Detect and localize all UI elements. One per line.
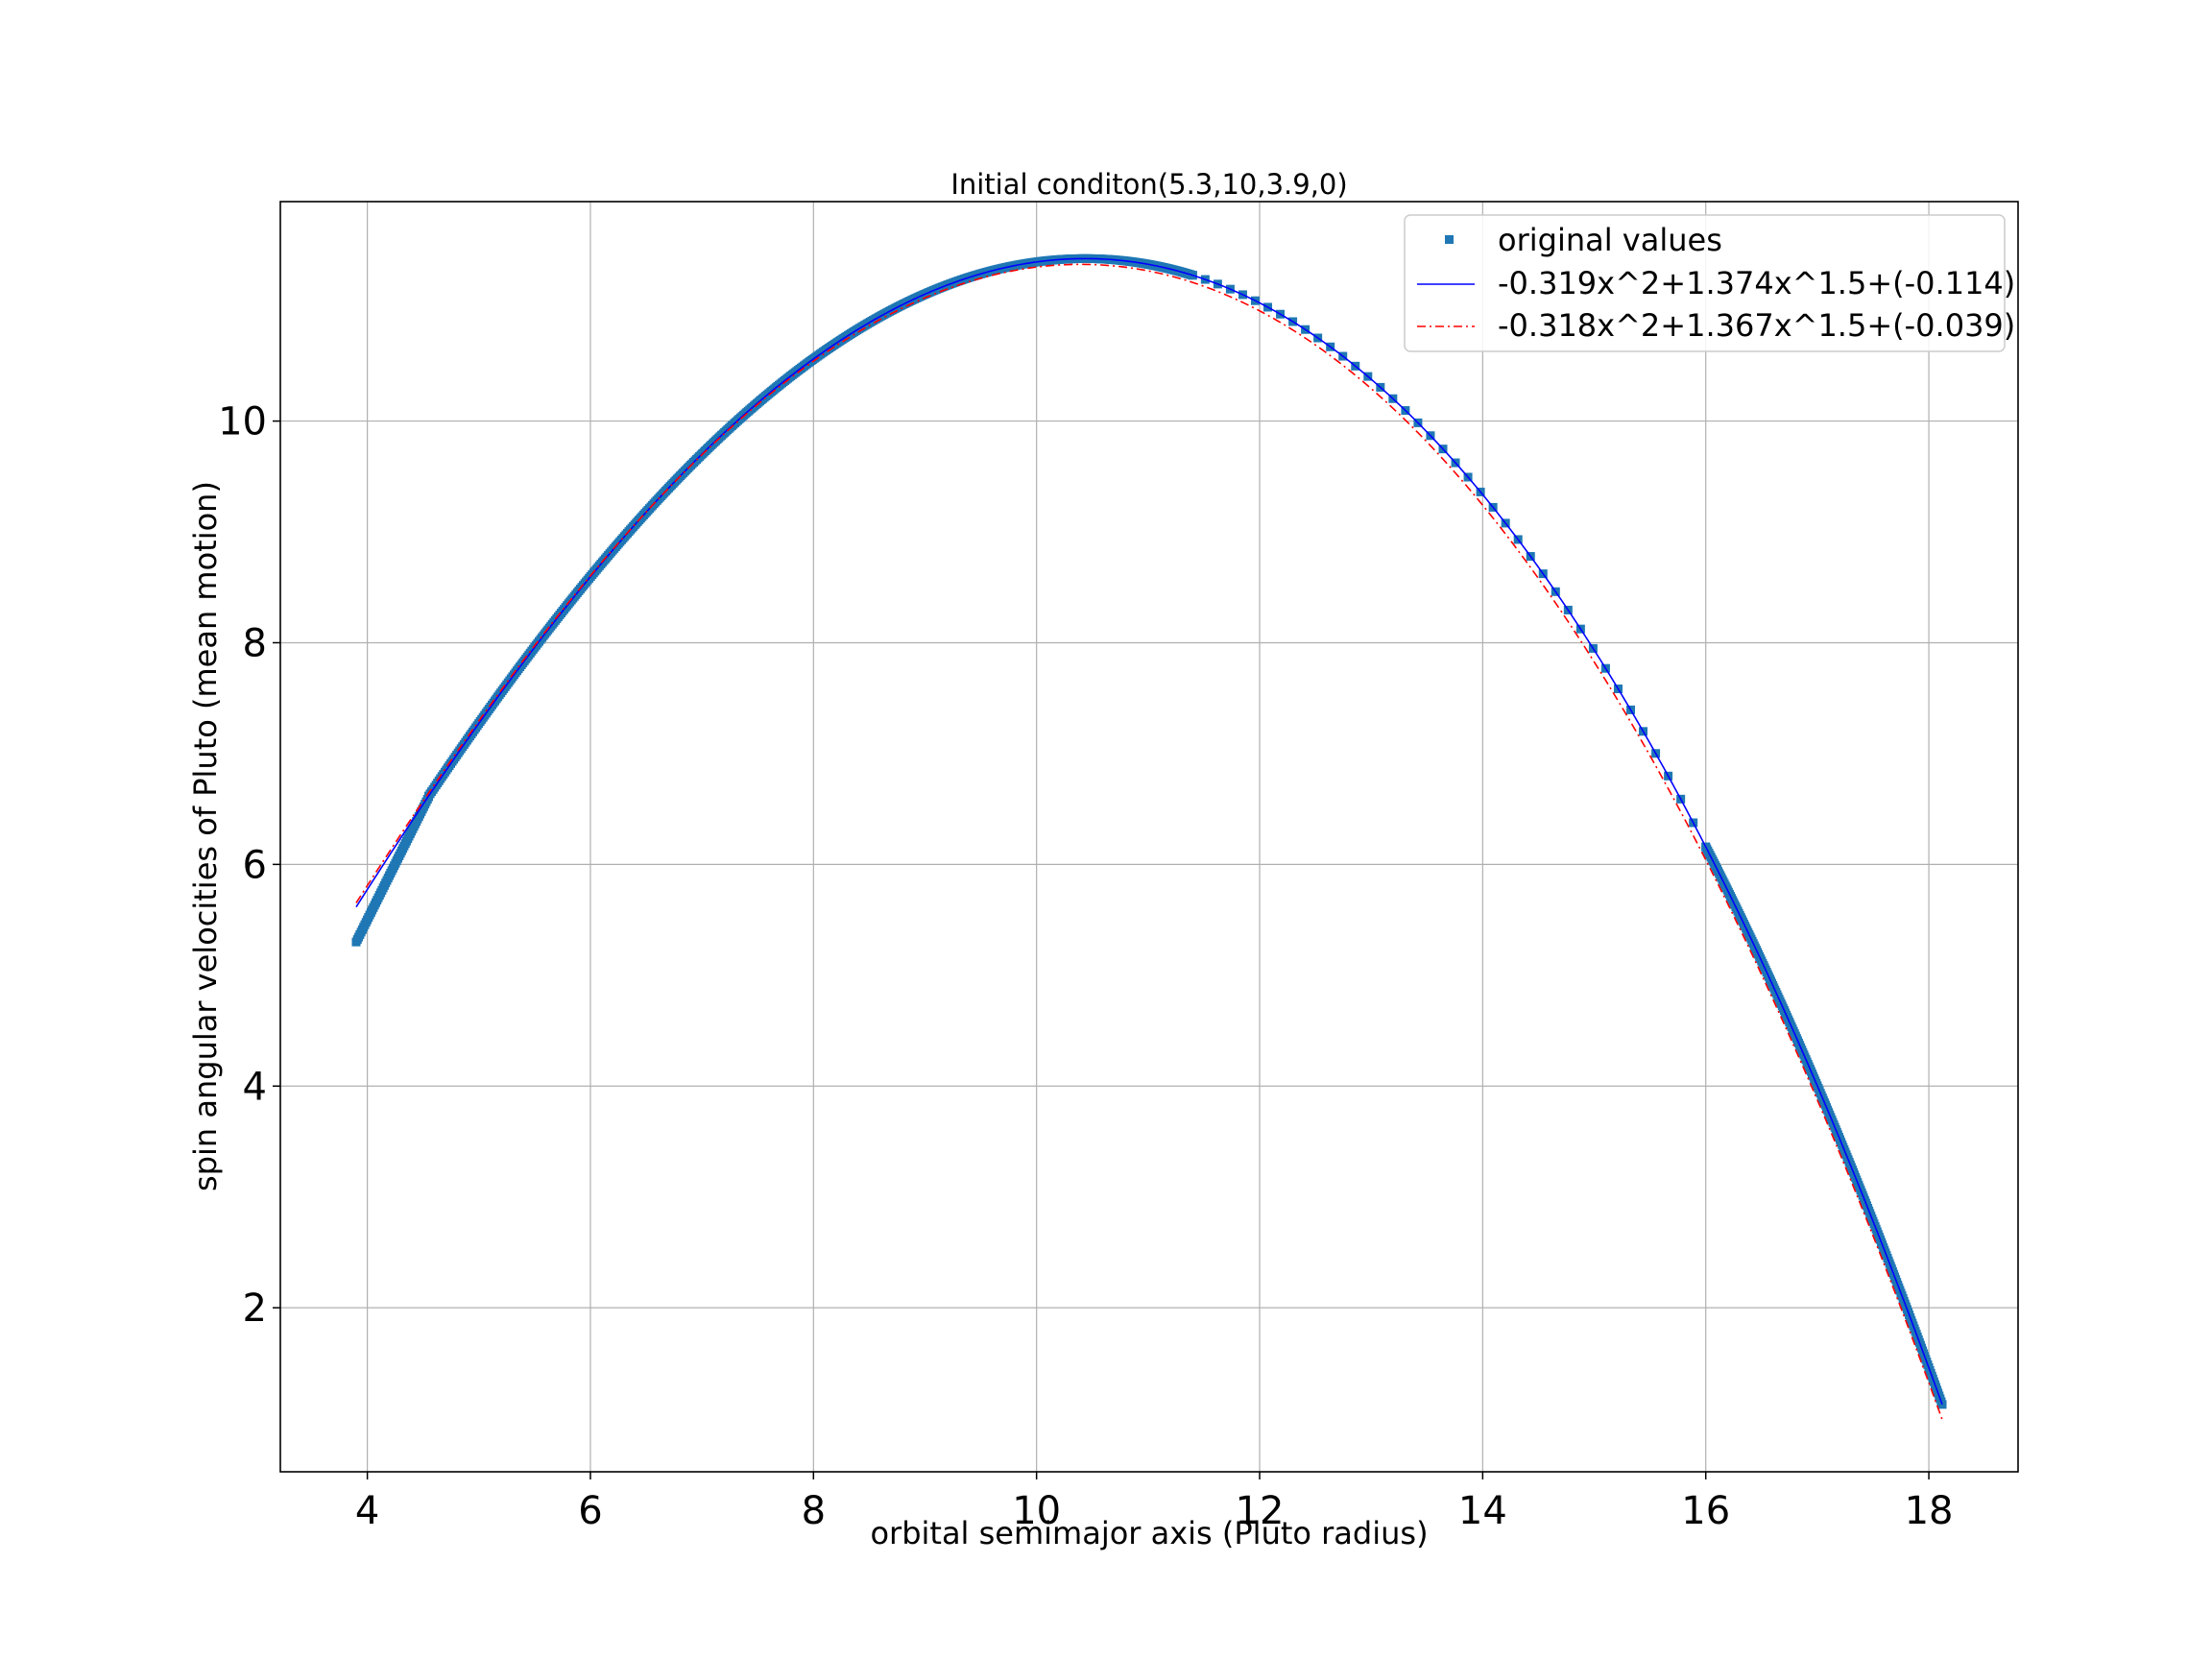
x-tick-label: 6 <box>578 1489 602 1533</box>
x-tick-label: 14 <box>1458 1489 1507 1533</box>
legend-marker-original-values <box>1445 235 1454 244</box>
x-tick-label: 8 <box>802 1489 826 1533</box>
legend-label-fit-2: -0.318x^2+1.367x^1.5+(-0.039) <box>1498 307 2015 344</box>
x-tick-label: 10 <box>1012 1489 1061 1533</box>
x-tick-label: 16 <box>1681 1489 1730 1533</box>
x-tick-label: 18 <box>1905 1489 1954 1533</box>
y-tick-label: 4 <box>243 1065 267 1109</box>
y-tick-label: 6 <box>243 843 267 887</box>
x-tick-label: 4 <box>355 1489 379 1533</box>
y-tick-label: 8 <box>243 621 267 665</box>
x-axis-label: orbital semimajor axis (Pluto radius) <box>870 1515 1428 1551</box>
y-tick-label: 2 <box>243 1286 267 1331</box>
chart-title: Initial conditon(5.3,10,3.9,0) <box>950 168 1347 201</box>
grid-lines <box>280 202 2018 1472</box>
x-tick-label: 12 <box>1236 1489 1285 1533</box>
y-tick-label: 10 <box>218 400 267 445</box>
y-axis-label: spin angular velocities of Pluto (mean m… <box>187 481 224 1191</box>
y-axis-ticks: 2 4 6 8 10 <box>218 400 280 1331</box>
plot-area <box>280 202 2018 1472</box>
axes-frame <box>279 201 2019 1473</box>
fit-line-2 <box>355 263 1943 1420</box>
fit-line-1 <box>355 257 1943 1406</box>
x-axis-ticks: 4 6 8 10 12 14 16 18 <box>355 1472 1954 1533</box>
data-point <box>1937 1400 1947 1409</box>
fit-lines <box>355 257 1943 1420</box>
legend: original values -0.319x^2+1.374x^1.5+(-0… <box>1404 214 2015 352</box>
legend-label-fit-1: -0.319x^2+1.374x^1.5+(-0.114) <box>1498 265 2015 301</box>
legend-box <box>1404 214 2006 352</box>
legend-label-original-values: original values <box>1498 222 1722 258</box>
